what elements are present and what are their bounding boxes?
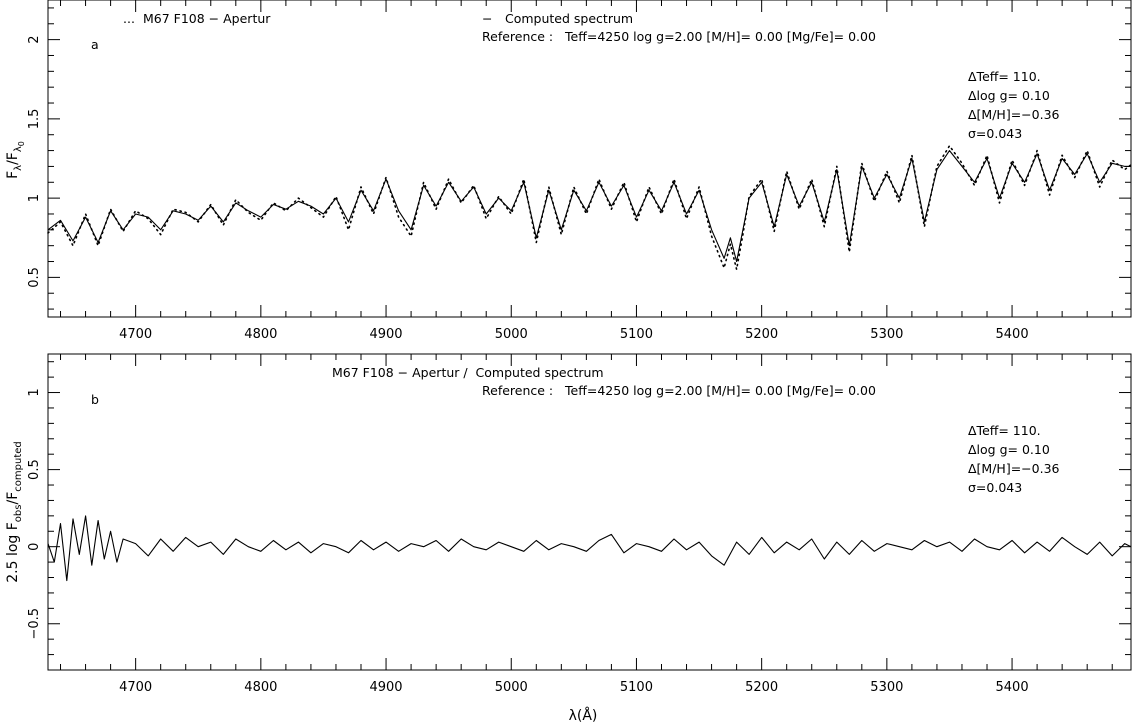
panel-a-stat-logg: Δlog g= 0.10 [968,88,1050,103]
panel-a-reference: Reference : Teff=4250 log g=2.00 [M/H]= … [482,29,876,44]
panel-a-x-tick-label: 5400 [996,327,1029,342]
panel-b-x-tick-label: 5300 [870,680,903,695]
panel-a-x-tick-label: 4900 [369,327,402,342]
panel-b-y-tick-label: 1 [27,388,42,396]
panel-b-reference: Reference : Teff=4250 log g=2.00 [M/H]= … [482,383,876,398]
panel-b-ticks: 4700 4800 4900 5000 5100 5200 5300 5400 −0.5 0 0.5… [27,354,1131,695]
panel-b-stat-logg: Δlog g= 0.10 [968,442,1050,457]
panel-a-x-tick-label: 5200 [745,327,778,342]
panel-b-stat-mh: Δ[M/H]=−0.36 [968,461,1060,476]
panel-a-x-tick-label: 5300 [870,327,903,342]
panel-a-y-tick-label: 1.5 [27,109,42,130]
panel-a-x-tick-label: 5100 [620,327,653,342]
panel-b-x-tick-label: 5200 [745,680,778,695]
panel-a-frame [47,0,1132,318]
panel-a-x-tick-label: 4800 [244,327,277,342]
panel-b: 4700 4800 4900 5000 5100 5200 5300 5400 −0.5 0 0.5… [5,353,1132,724]
panel-b-x-tick-label: 5000 [495,680,528,695]
panel-b-frame [47,353,1132,671]
panel-a-series-observed [47,145,1132,271]
panel-b-series-computed [47,515,1132,582]
legend-computed-label: Computed spectrum [505,11,633,26]
panel-b-x-tick-label: 4800 [244,680,277,695]
panel-b-y-tick-label: −0.5 [27,608,42,640]
panel-a-ylabel: Fλ/Fλ0 [5,141,26,179]
legend-observed-marker: ... [123,11,135,26]
x-axis-title: λ(Å) [569,707,598,724]
panel-a: 4700 4800 4900 5000 5100 5200 5300 5400 0.5 1 1.5 2… [5,0,1132,342]
panel-a-stat-mh: Δ[M/H]=−0.36 [968,107,1060,122]
panel-a-x-tick-label: 5000 [495,327,528,342]
panel-a-stat-teff: ΔTeff= 110. [968,69,1041,84]
panel-b-x-tick-label: 5400 [996,680,1029,695]
panel-b-y-tick-label: 0 [27,543,42,551]
panel-a-stat-sigma: σ=0.043 [968,126,1022,141]
panel-b-x-tick-label: 5100 [620,680,653,695]
panel-a-ticks: 4700 4800 4900 5000 5100 5200 5300 5400 0.5 1 1.5 2 [27,0,1131,342]
panel-b-stat-sigma: σ=0.043 [968,480,1022,495]
panel-a-x-tick-label: 4700 [119,327,152,342]
panel-a-y-tick-label: 0.5 [27,267,42,288]
panel-b-series [47,515,1132,582]
panel-b-title: M67 F108 − Apertur / Computed spectrum [332,365,604,380]
panel-b-stat-teff: ΔTeff= 110. [968,423,1041,438]
legend-computed-marker: − [482,11,492,26]
panel-b-ylabel: 2.5 log Fobs/Fcomputed [5,441,24,583]
panel-b-x-tick-label: 4900 [369,680,402,695]
panel-a-series [47,145,1132,271]
panel-a-y-tick-label: 2 [27,35,42,43]
panel-a-y-tick-label: 1 [27,194,42,202]
legend-observed-label: M67 F108 − Apertur [143,11,271,26]
panel-b-x-tick-label: 4700 [119,680,152,695]
panel-b-letter: b [91,392,99,407]
panel-a-letter: a [91,37,99,52]
panel-b-y-tick-label: 0.5 [27,459,42,480]
